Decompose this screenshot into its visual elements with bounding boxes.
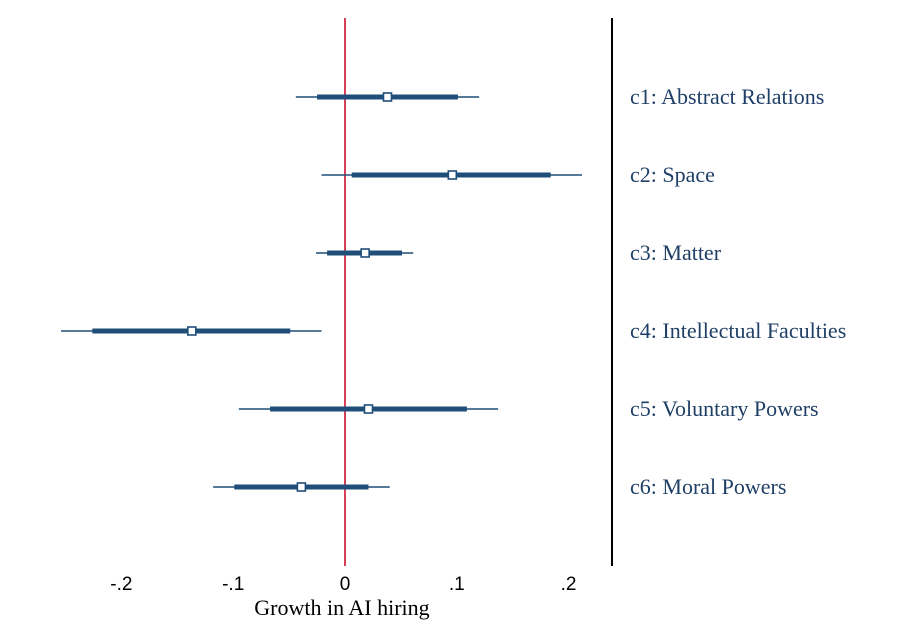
x-tick-label: .1 [449,574,465,595]
category-label: c3: Matter [630,240,722,265]
category-label: c1: Abstract Relations [630,84,824,109]
coefficient-row: c1: Abstract Relations [295,84,824,109]
point-estimate-marker [187,326,197,336]
category-label: c5: Voluntary Powers [630,396,819,421]
coefficient-row: c5: Voluntary Powers [238,396,819,421]
point-estimate-marker [360,248,370,258]
x-tick-label: -.1 [222,574,244,595]
coefficient-row: c4: Intellectual Faculties [61,318,846,343]
x-axis-title: Growth in AI hiring [254,595,429,620]
category-label: c6: Moral Powers [630,474,786,499]
x-tick-label: 0 [340,574,351,595]
point-estimate-marker [296,482,307,492]
category-label: c4: Intellectual Faculties [630,318,846,343]
x-axis: -.2 -.1 0 .1 .2 [110,574,576,595]
coefficient-row: c2: Space [321,162,715,187]
category-label: c2: Space [630,162,715,187]
plot-area: c1: Abstract Relations c2: Space c3: Matte… [61,18,846,566]
x-tick-label: -.2 [110,574,132,595]
x-tick-label: .2 [561,574,577,595]
point-estimate-marker [363,404,374,414]
coefficient-row: c3: Matter [315,240,722,265]
point-estimate-marker [382,92,393,102]
point-estimate-marker [447,170,458,180]
coefficient-row: c6: Moral Powers [213,474,786,499]
